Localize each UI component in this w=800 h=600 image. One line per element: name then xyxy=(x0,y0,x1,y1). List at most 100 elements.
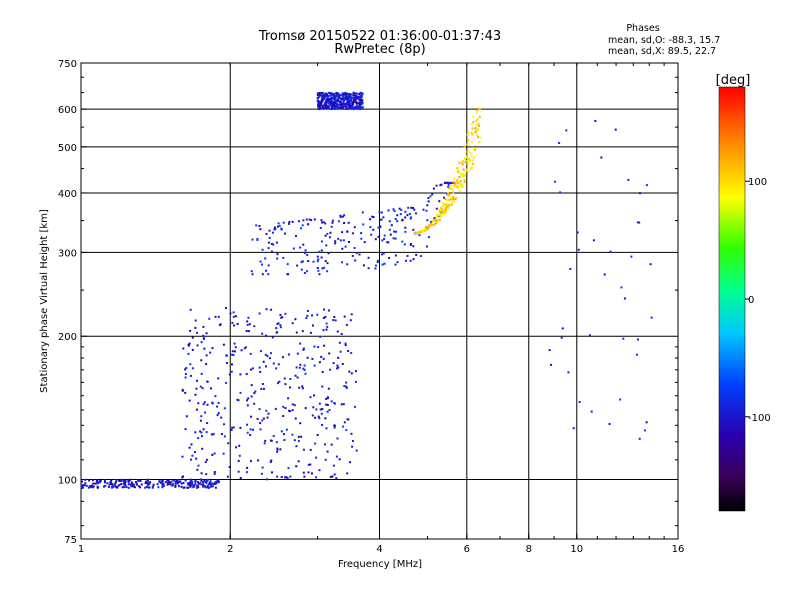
echo-point xyxy=(309,448,312,451)
echo-point xyxy=(330,225,333,228)
echo-point xyxy=(299,422,302,425)
echo-point xyxy=(190,480,193,483)
echo-point xyxy=(324,92,327,95)
echo-point xyxy=(355,98,357,101)
echo-point xyxy=(201,435,203,438)
echo-point xyxy=(470,165,473,168)
echo-point xyxy=(179,480,182,483)
echo-point xyxy=(324,417,327,420)
echo-point xyxy=(306,270,309,273)
echo-point xyxy=(238,454,241,457)
echo-point xyxy=(449,198,451,201)
echo-point xyxy=(318,92,321,94)
echo-point xyxy=(297,439,300,442)
echo-point xyxy=(346,101,349,104)
echo-point xyxy=(328,236,331,239)
echo-point xyxy=(316,434,319,436)
echo-point xyxy=(358,102,361,105)
echo-point xyxy=(339,214,342,217)
echo-point xyxy=(103,479,106,482)
echo-point xyxy=(266,416,269,419)
echo-point xyxy=(341,363,344,365)
echo-point xyxy=(263,442,266,445)
echo-point xyxy=(353,226,356,229)
echo-point xyxy=(321,407,324,410)
echo-point xyxy=(326,232,329,235)
echo-point xyxy=(196,468,199,471)
echo-point xyxy=(337,237,340,240)
echo-point xyxy=(413,231,416,234)
echo-point xyxy=(275,441,278,444)
echo-point xyxy=(345,103,348,106)
echo-point xyxy=(231,426,234,429)
echo-point xyxy=(189,374,192,377)
echo-point xyxy=(325,97,328,100)
echo-point xyxy=(369,226,372,228)
echo-point xyxy=(348,102,351,105)
echo-point xyxy=(466,143,469,146)
echo-point xyxy=(427,197,430,200)
echo-point xyxy=(343,103,346,106)
echo-point xyxy=(114,482,117,485)
colorbar-tick-label: 100 xyxy=(748,177,767,188)
echo-point xyxy=(175,479,178,482)
echo-point xyxy=(337,366,340,369)
echo-point xyxy=(197,437,200,440)
echo-point xyxy=(306,356,309,359)
echo-point xyxy=(352,101,355,104)
echo-point xyxy=(358,99,361,102)
echo-point xyxy=(319,408,322,411)
echo-point xyxy=(166,483,169,486)
echo-point xyxy=(261,419,264,422)
echo-point xyxy=(353,94,356,97)
echo-point xyxy=(259,350,262,353)
echo-point xyxy=(415,212,417,215)
echo-point xyxy=(360,232,363,235)
echo-point xyxy=(318,402,321,405)
echo-point xyxy=(204,486,207,489)
echo-point xyxy=(322,316,325,319)
echo-point xyxy=(412,245,415,248)
echo-point xyxy=(332,104,335,107)
echo-point xyxy=(191,482,194,484)
echo-point xyxy=(438,214,441,217)
echo-point xyxy=(355,92,358,95)
echo-point xyxy=(576,231,579,234)
echo-point xyxy=(172,479,175,482)
echo-point xyxy=(457,170,460,173)
echo-point xyxy=(435,207,438,210)
echo-point xyxy=(282,415,285,417)
echo-point xyxy=(351,445,354,448)
echo-point xyxy=(246,404,249,407)
echo-point xyxy=(187,486,189,489)
echo-point xyxy=(320,97,323,100)
echo-point xyxy=(92,485,95,488)
echo-point xyxy=(341,261,344,264)
echo-point xyxy=(294,417,297,420)
echo-point xyxy=(158,480,161,483)
echo-point xyxy=(201,387,204,390)
echo-point xyxy=(378,211,381,214)
echo-point xyxy=(291,220,294,223)
echo-point xyxy=(327,95,330,98)
echo-point xyxy=(417,231,420,234)
echo-point xyxy=(361,105,364,108)
echo-point xyxy=(355,95,358,98)
echo-point xyxy=(211,482,214,485)
echo-point xyxy=(320,99,323,102)
echo-point xyxy=(130,481,133,484)
echo-point xyxy=(328,98,331,101)
echo-point xyxy=(439,207,442,210)
echo-point xyxy=(622,337,625,340)
echo-point xyxy=(295,465,298,468)
echo-point xyxy=(246,466,249,469)
echo-point xyxy=(404,230,407,233)
echo-point xyxy=(258,225,261,227)
echo-point xyxy=(351,105,354,108)
echo-point xyxy=(267,412,270,415)
echo-point xyxy=(374,238,377,241)
echo-point xyxy=(358,96,361,99)
echo-point xyxy=(436,221,439,224)
echo-point xyxy=(113,484,116,487)
echo-point xyxy=(338,93,341,96)
